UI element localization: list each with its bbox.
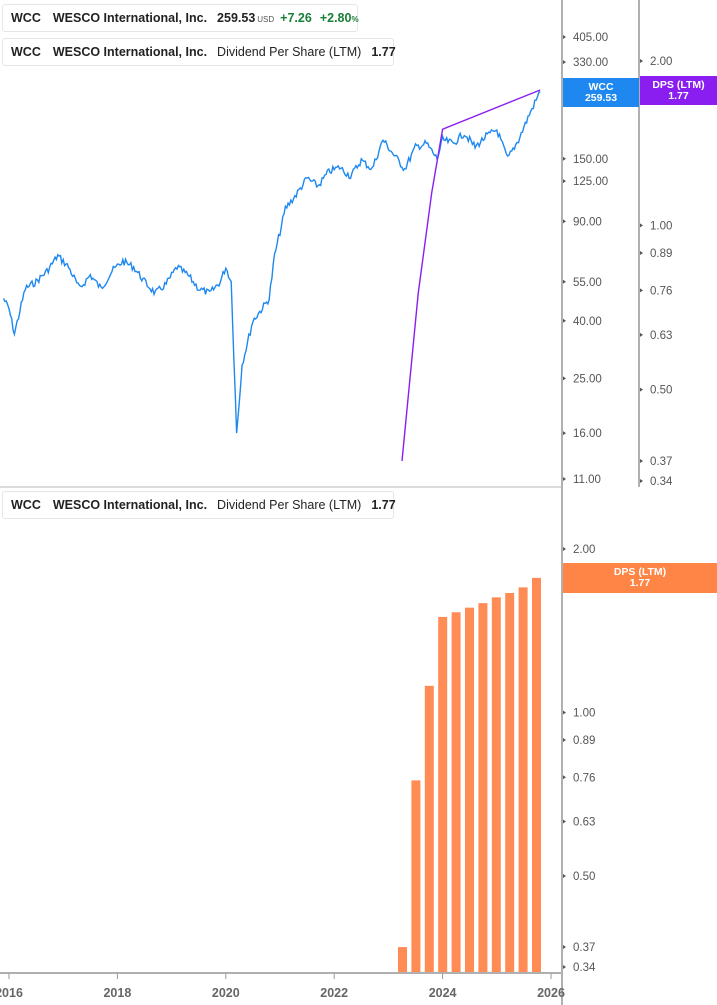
dps-bar[interactable]: [491, 597, 501, 972]
dps-bar[interactable]: [478, 603, 488, 972]
tick-label: 125.00: [573, 176, 608, 188]
tick-label: 11.00: [573, 474, 601, 486]
x-axis-ticks: 2016 2018 2020 2022 2024 2026: [0, 973, 565, 1000]
tick-label: 330.00: [573, 57, 608, 69]
tick-label: 0.63: [650, 330, 672, 342]
tick-label: 0.89: [573, 735, 595, 747]
legend-value: 1.77: [371, 45, 396, 59]
legend-change-pct: +2.80%: [319, 11, 359, 25]
legend-company: WESCO International, Inc.: [52, 498, 208, 512]
price-line: [2, 91, 541, 434]
legend-change: +7.26: [280, 11, 312, 25]
legend-metric: Dividend Per Share (LTM): [217, 45, 362, 59]
legend-ticker: WCC: [11, 11, 41, 25]
legend-company: WESCO International, Inc.: [52, 11, 208, 25]
legend-price: 259.53: [217, 11, 256, 25]
legend-ticker: WCC: [11, 45, 41, 59]
tick-label: 0.63: [573, 817, 595, 829]
dps-axis-ticks: 2.00 1.00 0.89 0.76 0.63 0.50 0.37 0.34: [640, 56, 673, 488]
dps-tag-upper: DPS (LTM) 1.77: [640, 76, 717, 105]
tick-label: 0.50: [573, 871, 595, 883]
x-tick-label: 2022: [320, 986, 348, 1000]
tick-label: 0.34: [573, 962, 596, 974]
tick-label: 55.00: [573, 277, 602, 289]
dps-bar[interactable]: [518, 587, 528, 972]
x-tick-label: 2026: [537, 986, 565, 1000]
tick-label: 405.00: [573, 32, 608, 44]
tick-label: 0.37: [573, 942, 595, 954]
x-tick-label: 2016: [0, 986, 23, 1000]
tick-label: 0.89: [650, 248, 672, 260]
legend-company: WESCO International, Inc.: [52, 45, 208, 59]
dps-bars: [398, 577, 541, 972]
legend-ticker: WCC: [11, 498, 41, 512]
dps-bar[interactable]: [505, 593, 515, 972]
tick-label: 0.34: [650, 476, 673, 488]
tick-label: 1.00: [650, 220, 672, 232]
x-tick-label: 2018: [103, 986, 131, 1000]
price-legend[interactable]: WCC WESCO International, Inc. 259.53 USD…: [2, 4, 359, 32]
tick-label: 0.76: [650, 285, 672, 297]
dps-legend-lower[interactable]: WCC WESCO International, Inc. Dividend P…: [2, 491, 396, 519]
x-tick-label: 2020: [212, 986, 240, 1000]
dps-tag-lower: DPS (LTM) 1.77: [563, 563, 717, 593]
price-tag: WCC 259.53: [563, 78, 639, 107]
dps-bar[interactable]: [451, 612, 461, 972]
x-tick-label: 2024: [429, 986, 457, 1000]
dps-bar[interactable]: [532, 577, 541, 972]
dps-bar[interactable]: [398, 947, 407, 972]
lower-dps-axis-ticks: 2.00 1.00 0.89 0.76 0.63 0.50 0.37 0.34: [563, 544, 596, 974]
tick-label: 90.00: [573, 216, 602, 228]
tick-label: 16.00: [573, 428, 602, 440]
tick-label: 2.00: [573, 544, 595, 556]
tick-label: 0.37: [650, 456, 672, 468]
tick-label: 0.50: [650, 385, 672, 397]
tick-label: 0.76: [573, 772, 595, 784]
tick-label: 40.00: [573, 316, 602, 328]
tick-label: 150.00: [573, 154, 608, 166]
price-axis-ticks: 405.00 330.00 150.00 125.00 90.00 55.00 40.00 2…: [563, 32, 608, 486]
tick-label: 2.00: [650, 56, 672, 68]
tick-label: 1.00: [573, 708, 595, 720]
dps-bar[interactable]: [465, 607, 474, 972]
legend-metric: Dividend Per Share (LTM): [217, 498, 362, 512]
tick-label: 25.00: [573, 373, 602, 385]
legend-value: 1.77: [371, 498, 396, 512]
dps-bar[interactable]: [438, 616, 448, 972]
dps-bar[interactable]: [411, 780, 421, 972]
dps-legend-upper[interactable]: WCC WESCO International, Inc. Dividend P…: [2, 38, 396, 66]
dps-bar[interactable]: [424, 685, 434, 972]
legend-currency: USD: [257, 15, 275, 24]
dps-line: [401, 89, 541, 462]
